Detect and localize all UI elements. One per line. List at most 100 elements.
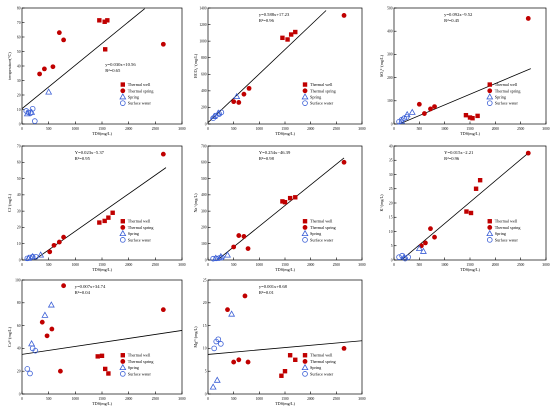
x-tick-label: 0 (207, 127, 209, 131)
x-axis-label: TDS(mg/L) (275, 131, 295, 136)
data-point-square (282, 369, 288, 374)
legend-label: Thermal well (128, 219, 151, 224)
data-point-triangle (41, 311, 49, 318)
legend-marker (487, 225, 493, 230)
data-point-circle (341, 159, 347, 165)
data-point-triangle (47, 301, 55, 308)
legend-marker (120, 353, 125, 358)
data-point-square (97, 220, 102, 225)
data-point-open-circle (210, 255, 216, 262)
x-axis-label: TDS(mg/L) (275, 401, 295, 406)
data-point-square (280, 35, 285, 41)
x-tick-label: 500 (46, 397, 52, 401)
chart-panel-5: 0 500 1000 1500 2000 2500 3000 0 100 200 300 400 500… (193, 144, 366, 272)
legend-label: Thermal spring (310, 359, 337, 364)
legend-marker (302, 88, 308, 94)
data-point-circle (49, 326, 55, 332)
y-tick-label: 0 (19, 392, 21, 396)
data-point-circle (50, 64, 56, 70)
data-point-open-circle (405, 254, 411, 260)
x-axis-label: TDS(mg/L) (92, 131, 112, 136)
legend-label: Surface water (128, 237, 152, 242)
y-tick-label: 500 (387, 6, 393, 10)
data-point-circle (231, 99, 237, 105)
data-point-triangle (403, 110, 411, 118)
y-tick-label: 80 (17, 301, 21, 305)
data-point-open-circle (218, 341, 224, 347)
data-point-open-circle (399, 252, 405, 259)
legend-label: Spring (310, 94, 322, 99)
data-point-circle (432, 104, 437, 109)
data-point-square (468, 210, 474, 216)
data-point-square (102, 218, 107, 224)
legend-label: Thermal spring (310, 88, 337, 93)
legend-marker (120, 371, 126, 377)
y-axis-label: temperature(°C) (7, 52, 12, 80)
fit-equation: Y=0.023x−5.37 (75, 150, 105, 155)
x-tick-label: 0 (207, 263, 209, 267)
legend-marker (120, 225, 126, 230)
legend-marker (302, 237, 308, 243)
data-point-circle (245, 359, 251, 365)
data-point-open-circle (219, 254, 225, 261)
legend-label: Thermal well (310, 219, 333, 224)
x-axis-label: TDS(mg/L) (92, 401, 112, 406)
y-tick-label: 400 (387, 30, 393, 34)
legend-label: Surface water (310, 101, 334, 106)
legend-label: Thermal spring (128, 88, 155, 93)
y-tick-label: 400 (201, 193, 207, 197)
legend-marker (302, 219, 308, 224)
r-squared: R²=0.96 (259, 18, 275, 23)
x-tick-label: 0 (393, 127, 395, 131)
x-tick-label: 2500 (152, 127, 159, 131)
y-tick-label: 20 (17, 93, 21, 97)
y-tick-label: 60 (17, 161, 21, 165)
y-tick-label: 0 (205, 258, 207, 262)
data-point-square (106, 371, 111, 376)
data-point-triangle (415, 244, 423, 252)
legend-marker (302, 225, 308, 230)
legend-label: Thermal well (310, 353, 333, 358)
data-point-open-circle (29, 105, 36, 112)
data-point-circle (61, 234, 66, 240)
x-tick-label: 500 (231, 397, 237, 401)
data-point-open-circle (31, 118, 38, 124)
data-point-circle (432, 234, 437, 240)
x-tick-label: 2500 (517, 127, 524, 131)
r-squared: R²=0.98 (259, 156, 275, 161)
x-tick-label: 1500 (281, 397, 288, 401)
y-tick-label: 50 (17, 50, 21, 54)
legend-label: Surface water (310, 371, 334, 376)
x-tick-label: 500 (417, 263, 423, 267)
x-tick-label: 1500 (466, 263, 473, 267)
legend-label: Thermal spring (310, 225, 337, 230)
data-point-triangle (29, 252, 37, 260)
data-point-circle (341, 13, 347, 18)
legend-marker (120, 219, 125, 224)
fit-equation: y=0.007x+34.74 (75, 284, 106, 289)
data-point-circle (39, 319, 45, 325)
x-tick-label: 2500 (333, 397, 340, 401)
data-point-square (99, 353, 105, 359)
x-tick-label: 2500 (152, 397, 159, 401)
legend-label: Surface water (128, 371, 152, 376)
chart-panel-4: 0 500 1000 1500 2000 2500 3000 0 10 20 30 40 50 60 70 T… (7, 144, 186, 272)
x-tick-label: 500 (231, 263, 237, 267)
y-tick-label: 15 (203, 324, 207, 328)
x-tick-label: 0 (207, 397, 209, 401)
y-tick-label: 80 (17, 6, 21, 10)
data-point-circle (51, 242, 57, 248)
legend-marker (301, 363, 309, 371)
data-point-square (103, 47, 108, 52)
data-point-circle (241, 91, 247, 97)
x-tick-label: 1000 (72, 127, 79, 131)
legend-marker (302, 371, 308, 377)
legend-marker (120, 237, 126, 243)
legend-label: Thermal spring (128, 359, 155, 364)
y-tick-label: 5 (205, 370, 207, 374)
x-tick-label: 0 (21, 397, 23, 401)
y-tick-label: 15 (389, 216, 393, 220)
y-tick-label: 25 (203, 278, 207, 282)
legend-marker (302, 359, 308, 364)
y-tick-label: 30 (389, 173, 393, 177)
